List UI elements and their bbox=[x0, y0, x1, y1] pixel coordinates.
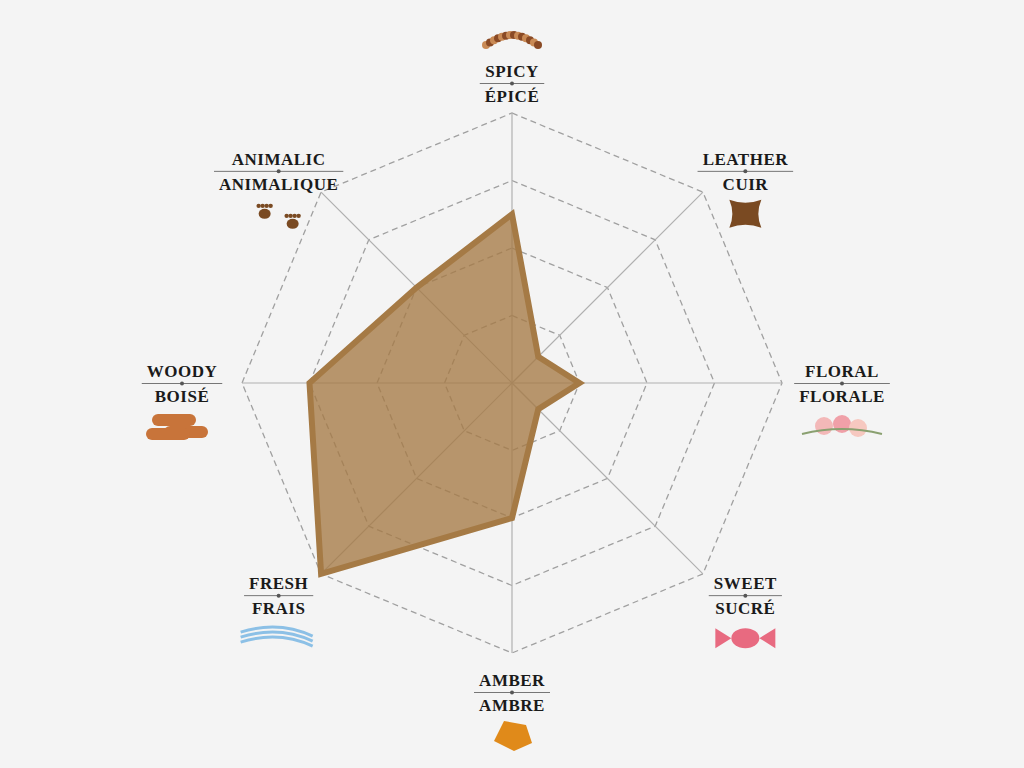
marks bbox=[310, 214, 580, 574]
category-icon bbox=[715, 628, 775, 648]
category-translation: FLORALE bbox=[799, 387, 885, 406]
category-translation: AMBRE bbox=[479, 696, 545, 715]
category-translation: ÉPICÉ bbox=[485, 87, 539, 106]
category-icon bbox=[241, 627, 313, 646]
category-label: WOODY bbox=[147, 362, 218, 381]
label-ornament bbox=[510, 691, 514, 695]
category-icon bbox=[146, 414, 208, 440]
category-translation: SUCRÉ bbox=[715, 599, 775, 618]
category-label: FRESH bbox=[249, 574, 308, 593]
label-ornament bbox=[180, 382, 184, 386]
chart: SPICY ÉPICÉ LEATHER CUIR FLORAL FLORALE SWEET S… bbox=[0, 0, 1024, 768]
category-label: AMBER bbox=[479, 671, 545, 690]
category-label: SPICY bbox=[485, 62, 539, 81]
category-translation: CUIR bbox=[723, 175, 769, 194]
category-label: SWEET bbox=[714, 574, 777, 593]
category-icon bbox=[494, 721, 532, 751]
label-ornament bbox=[510, 82, 514, 86]
label-ornament bbox=[840, 382, 844, 386]
category-icon bbox=[802, 415, 882, 437]
category-icon bbox=[729, 200, 761, 228]
label-ornament bbox=[743, 169, 747, 173]
category-label: FLORAL bbox=[805, 362, 879, 381]
category-translation: FRAIS bbox=[252, 599, 306, 618]
grid-ring bbox=[242, 113, 782, 653]
category-translation: BOISÉ bbox=[155, 387, 209, 406]
category-label: LEATHER bbox=[703, 150, 789, 169]
label-ornament bbox=[277, 169, 281, 173]
category-translation: ANIMALIQUE bbox=[219, 175, 338, 194]
label-ornament bbox=[277, 594, 281, 598]
grid-group bbox=[242, 113, 782, 653]
label-ornament bbox=[743, 594, 747, 598]
category-icon bbox=[256, 204, 300, 229]
labels: SPICY ÉPICÉ LEATHER CUIR FLORAL FLORALE SWEET S… bbox=[142, 31, 890, 751]
category-label: ANIMALIC bbox=[232, 150, 326, 169]
category-icon bbox=[482, 31, 542, 49]
radar-area bbox=[310, 214, 580, 574]
